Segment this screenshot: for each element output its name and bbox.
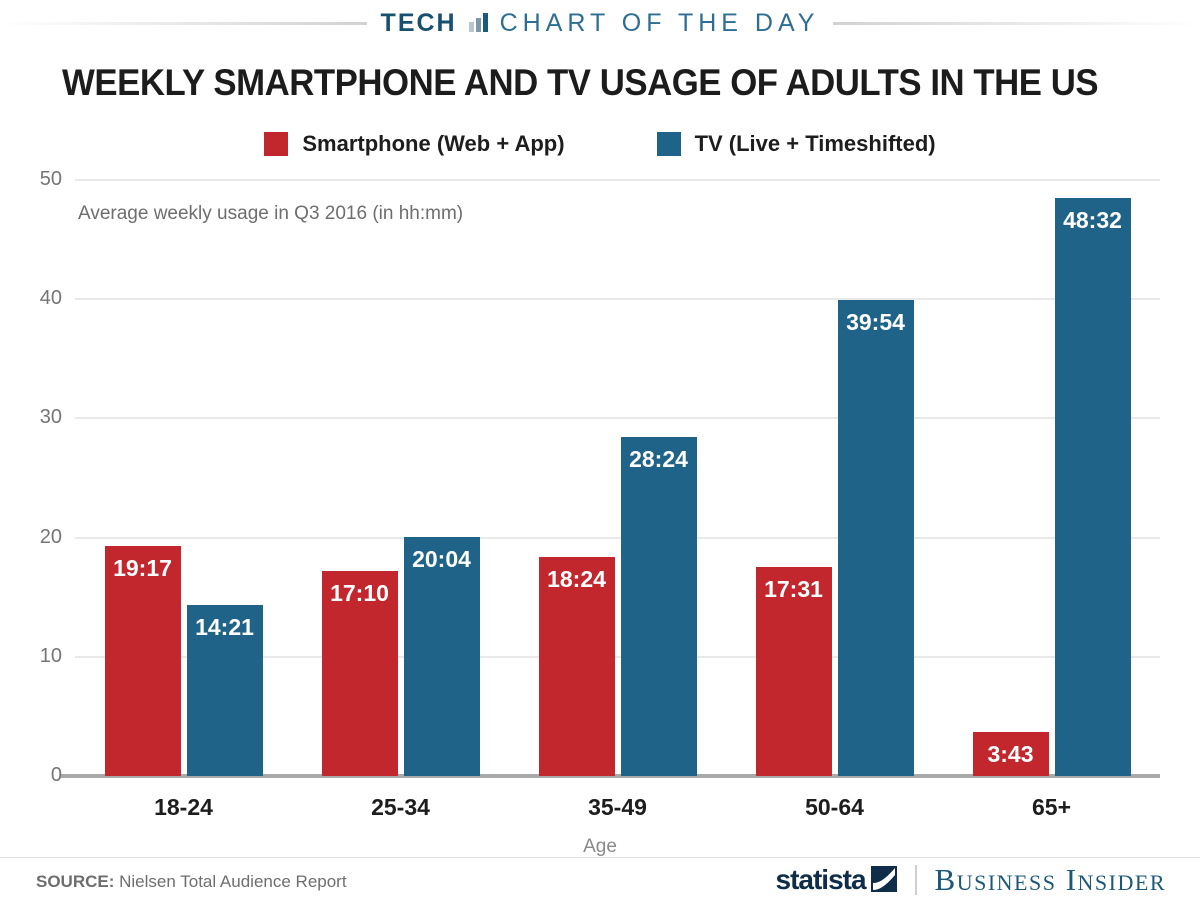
bar-value-tv-65+: 48:32	[1063, 206, 1122, 233]
y-tick-label-10: 10	[39, 644, 62, 667]
gridline-50	[75, 179, 1160, 181]
chart-title: WEEKLY SMARTPHONE AND TV USAGE OF ADULTS…	[62, 62, 1099, 103]
gridline-30	[75, 417, 1160, 420]
legend-label-smartphone: Smartphone (Web + App)	[302, 131, 565, 156]
y-tick-label-0: 0	[50, 764, 62, 786]
bar-smartphone-18-24	[104, 546, 181, 776]
x-axis-title: Age	[583, 836, 617, 857]
bar-value-smartphone-50-64: 17:31	[764, 576, 823, 603]
legend: Smartphone (Web + App) TV (Live + Timesh…	[0, 131, 1200, 157]
bar-tv-35-49	[620, 437, 697, 776]
kicker-text: TECH CHART OF THE DAY	[381, 9, 820, 38]
statista-icon	[870, 865, 897, 897]
bar-tv-65+	[1054, 197, 1131, 776]
bar-value-smartphone-25-34: 17:10	[330, 580, 389, 607]
bar-smartphone-25-34	[321, 571, 398, 776]
y-tick-label-40: 40	[39, 287, 62, 310]
y-tick-label-50: 50	[39, 168, 62, 190]
bar-chart-icon	[468, 11, 490, 37]
bar-smartphone-65+	[972, 731, 1049, 776]
legend-swatch-smartphone	[264, 132, 289, 156]
bar-value-tv-35-49: 28:24	[629, 446, 688, 473]
gridline-40	[75, 298, 1160, 301]
bar-value-smartphone-18-24: 19:17	[113, 555, 172, 582]
business-insider-logo: Business Insider	[934, 862, 1166, 897]
footer-logos: statista Business Insider	[776, 862, 1167, 898]
legend-label-tv: TV (Live + Timeshifted)	[694, 131, 936, 156]
x-axis-baseline	[60, 774, 1160, 778]
header-kicker: TECH CHART OF THE DAY	[0, 8, 1200, 38]
category-label-18-24: 18-24	[154, 794, 213, 820]
category-label-65+: 65+	[1031, 794, 1071, 820]
legend-item-tv: TV (Live + Timeshifted)	[656, 131, 936, 157]
source-note: SOURCE: Nielsen Total Audience Report	[36, 872, 347, 892]
kicker-rule-left	[0, 21, 367, 25]
gridline-20	[75, 536, 1160, 539]
category-label-25-34: 25-34	[371, 794, 430, 820]
source-text: Nielsen Total Audience Report	[114, 872, 347, 891]
kicker-secondary-label: CHART OF THE DAY	[499, 8, 820, 37]
logo-divider	[914, 865, 917, 895]
bar-tv-25-34	[403, 536, 480, 776]
bar-smartphone-35-49	[538, 556, 615, 776]
source-label: SOURCE:	[36, 872, 115, 891]
bar-value-smartphone-35-49: 18:24	[547, 565, 606, 592]
category-label-35-49: 35-49	[588, 794, 647, 820]
footer-divider	[0, 857, 1200, 858]
bar-value-tv-50-64: 39:54	[846, 309, 905, 336]
statista-logo: statista	[775, 864, 867, 895]
legend-item-smartphone: Smartphone (Web + App)	[264, 131, 565, 157]
bar-smartphone-50-64	[755, 567, 832, 776]
kicker-rule-right	[833, 21, 1200, 25]
bar-value-smartphone-65+: 3:43	[987, 740, 1034, 767]
gridline-10	[75, 655, 1160, 658]
bar-tv-18-24	[186, 604, 263, 776]
bar-value-tv-25-34: 20:04	[412, 545, 471, 572]
bar-tv-50-64	[837, 300, 914, 776]
legend-swatch-tv	[656, 132, 681, 156]
y-tick-label-30: 30	[39, 406, 62, 429]
kicker-primary-label: TECH	[380, 8, 457, 37]
chart-subtitle: Average weekly usage in Q3 2016 (in hh:m…	[78, 203, 464, 224]
bar-value-tv-18-24: 14:21	[195, 613, 254, 640]
y-tick-label-20: 20	[39, 525, 62, 548]
category-label-50-64: 50-64	[805, 794, 864, 820]
